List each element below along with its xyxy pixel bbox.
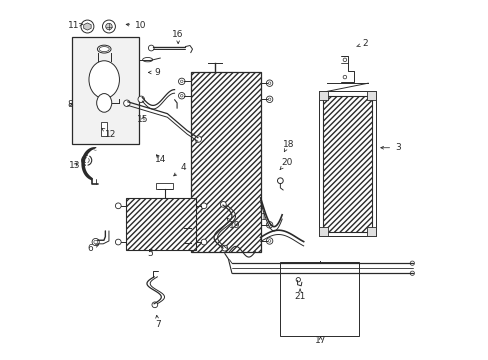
Circle shape bbox=[123, 100, 130, 107]
Circle shape bbox=[105, 23, 112, 30]
Text: 10: 10 bbox=[126, 21, 146, 30]
Bar bbox=[323, 96, 371, 232]
Ellipse shape bbox=[142, 58, 152, 62]
Circle shape bbox=[343, 58, 346, 62]
Bar bbox=[280, 262, 359, 336]
Text: 11: 11 bbox=[68, 21, 82, 30]
Circle shape bbox=[178, 225, 184, 231]
Text: 2: 2 bbox=[356, 39, 367, 48]
Circle shape bbox=[277, 178, 283, 184]
Circle shape bbox=[296, 278, 300, 282]
FancyBboxPatch shape bbox=[101, 122, 107, 136]
Bar bbox=[366, 227, 375, 236]
Bar bbox=[72, 37, 139, 144]
Circle shape bbox=[220, 202, 226, 207]
Circle shape bbox=[115, 239, 121, 245]
Text: 21: 21 bbox=[294, 289, 305, 301]
Circle shape bbox=[138, 96, 144, 103]
Text: 1: 1 bbox=[260, 206, 266, 222]
Circle shape bbox=[81, 20, 94, 33]
Text: 14: 14 bbox=[154, 155, 165, 164]
Text: 4: 4 bbox=[173, 163, 186, 176]
Ellipse shape bbox=[97, 45, 111, 53]
Circle shape bbox=[201, 203, 206, 209]
Bar bbox=[319, 91, 375, 236]
Bar bbox=[190, 72, 260, 252]
Text: 15: 15 bbox=[137, 115, 148, 124]
Circle shape bbox=[92, 238, 99, 246]
Circle shape bbox=[178, 239, 184, 246]
Circle shape bbox=[178, 93, 184, 99]
Bar bbox=[155, 183, 173, 189]
Bar bbox=[366, 91, 375, 100]
Text: 19: 19 bbox=[226, 218, 240, 230]
Bar bbox=[319, 91, 327, 100]
Circle shape bbox=[343, 75, 346, 79]
Circle shape bbox=[102, 20, 115, 33]
Circle shape bbox=[195, 136, 201, 142]
Circle shape bbox=[409, 271, 414, 275]
Text: 13: 13 bbox=[69, 161, 80, 170]
Text: 6: 6 bbox=[87, 244, 99, 253]
Circle shape bbox=[115, 203, 121, 209]
Text: 20: 20 bbox=[280, 158, 292, 170]
Ellipse shape bbox=[89, 61, 119, 98]
Text: 16: 16 bbox=[172, 30, 183, 44]
Circle shape bbox=[152, 302, 158, 308]
Circle shape bbox=[81, 155, 92, 165]
Polygon shape bbox=[83, 23, 91, 30]
Text: 8: 8 bbox=[67, 100, 73, 109]
Text: 17: 17 bbox=[314, 336, 325, 345]
Text: 3: 3 bbox=[380, 143, 400, 152]
Text: 9: 9 bbox=[148, 68, 160, 77]
Circle shape bbox=[178, 78, 184, 85]
Circle shape bbox=[148, 45, 154, 51]
Text: 5: 5 bbox=[147, 249, 153, 258]
Text: 18: 18 bbox=[282, 140, 293, 152]
Ellipse shape bbox=[97, 94, 112, 112]
Circle shape bbox=[266, 80, 272, 86]
Circle shape bbox=[266, 238, 272, 244]
Circle shape bbox=[201, 239, 206, 245]
Text: 12: 12 bbox=[102, 129, 117, 139]
Circle shape bbox=[266, 222, 272, 228]
Text: 7: 7 bbox=[155, 315, 160, 329]
Circle shape bbox=[409, 261, 414, 265]
Circle shape bbox=[222, 245, 227, 251]
Bar bbox=[319, 227, 327, 236]
Bar bbox=[126, 198, 196, 250]
Circle shape bbox=[266, 96, 272, 103]
